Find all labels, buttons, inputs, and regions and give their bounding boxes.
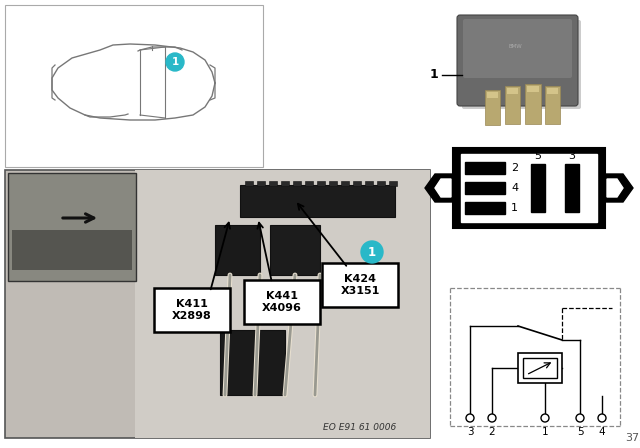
Bar [135,170,430,438]
Bar [8,173,136,281]
Bar [269,181,277,186]
Text: 3: 3 [568,151,575,161]
Bar [293,181,301,186]
Bar [353,181,361,186]
Bar [527,86,539,92]
Text: K424
X3151: K424 X3151 [340,274,380,296]
FancyBboxPatch shape [463,19,572,78]
Bar [518,353,562,383]
Bar [545,86,560,124]
Bar [507,88,518,94]
Circle shape [576,414,584,422]
Bar [257,181,265,186]
Bar [505,86,520,124]
FancyArrow shape [425,174,453,202]
Text: 1: 1 [541,427,548,437]
Bar [5,170,430,438]
Text: 2: 2 [511,163,518,173]
Bar [525,84,541,124]
Text: 4: 4 [598,427,605,437]
Bar [565,164,579,212]
Text: 1: 1 [429,69,438,82]
FancyBboxPatch shape [322,263,398,307]
FancyArrow shape [607,179,623,197]
Bar [389,181,397,186]
Circle shape [166,53,184,71]
Bar [317,181,325,186]
Text: 4: 4 [511,183,518,193]
Bar [270,225,320,275]
Circle shape [541,414,549,422]
FancyBboxPatch shape [154,288,230,332]
Bar [220,330,285,395]
Bar [465,202,505,214]
Text: 5: 5 [577,427,583,437]
Bar [341,181,349,186]
Bar [240,185,395,217]
Text: 2: 2 [489,427,495,437]
Bar [547,88,558,94]
FancyArrow shape [605,174,633,202]
Bar [523,358,557,378]
Text: 1: 1 [368,246,376,258]
Bar [465,162,505,174]
Circle shape [466,414,474,422]
Text: 1: 1 [511,203,518,213]
Circle shape [488,414,496,422]
FancyBboxPatch shape [462,20,581,109]
FancyArrow shape [435,179,451,197]
Bar [487,92,498,98]
Bar [245,181,253,186]
Bar [329,181,337,186]
Bar [377,181,385,186]
Text: EO E91 61 0006: EO E91 61 0006 [323,423,397,432]
Bar [453,148,605,228]
Bar [485,90,500,125]
Bar [12,230,132,270]
Text: 373095: 373095 [625,433,640,443]
Bar [365,181,373,186]
Text: K411
X2898: K411 X2898 [172,299,212,321]
Bar [305,181,313,186]
Circle shape [361,241,383,263]
Text: 1: 1 [172,57,179,67]
Circle shape [598,414,606,422]
Text: BMW: BMW [508,43,522,48]
Bar [465,182,505,194]
FancyBboxPatch shape [244,280,320,324]
Bar [461,154,597,222]
Bar [531,164,545,212]
Bar [281,181,289,186]
Bar [215,225,260,275]
Bar [5,5,263,167]
Text: 5: 5 [534,151,541,161]
Text: K441
X4096: K441 X4096 [262,291,302,313]
Text: 3: 3 [467,427,474,437]
FancyBboxPatch shape [457,15,578,106]
